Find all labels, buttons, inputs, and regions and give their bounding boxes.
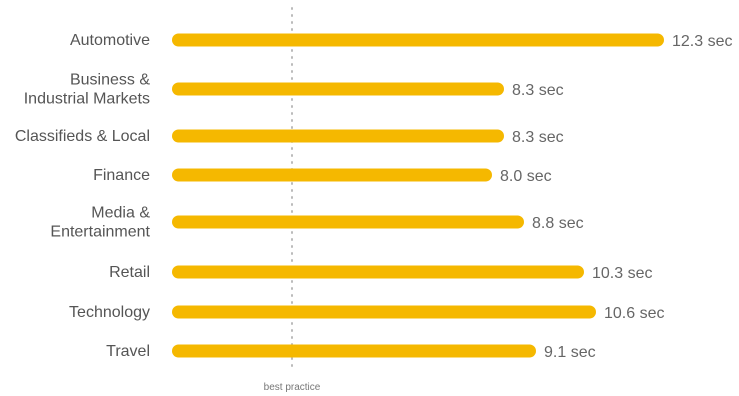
bar	[172, 82, 504, 96]
category-label: Classifieds & Local	[15, 128, 150, 145]
best-practice-label: best practice	[264, 382, 321, 393]
bar	[172, 33, 664, 47]
bar	[172, 265, 584, 279]
category-label: Technology	[69, 304, 150, 321]
category-label: Automotive	[70, 32, 150, 49]
category-label: Media & Entertainment	[50, 205, 150, 241]
bar	[172, 305, 596, 319]
value-label: 9.1 sec	[544, 344, 596, 361]
bar	[172, 215, 524, 229]
value-label: 8.8 sec	[532, 215, 584, 232]
category-label: Finance	[93, 167, 150, 184]
value-label: 8.3 sec	[512, 82, 564, 99]
bar	[172, 129, 504, 143]
category-label: Travel	[106, 343, 150, 360]
bar	[172, 344, 536, 358]
value-label: 8.0 sec	[500, 168, 552, 185]
category-label: Retail	[109, 264, 150, 281]
value-label: 10.6 sec	[604, 305, 664, 322]
value-label: 10.3 sec	[592, 265, 652, 282]
category-label: Business & Industrial Markets	[24, 72, 151, 108]
bar	[172, 168, 492, 182]
value-label: 8.3 sec	[512, 129, 564, 146]
value-label: 12.3 sec	[672, 33, 732, 50]
